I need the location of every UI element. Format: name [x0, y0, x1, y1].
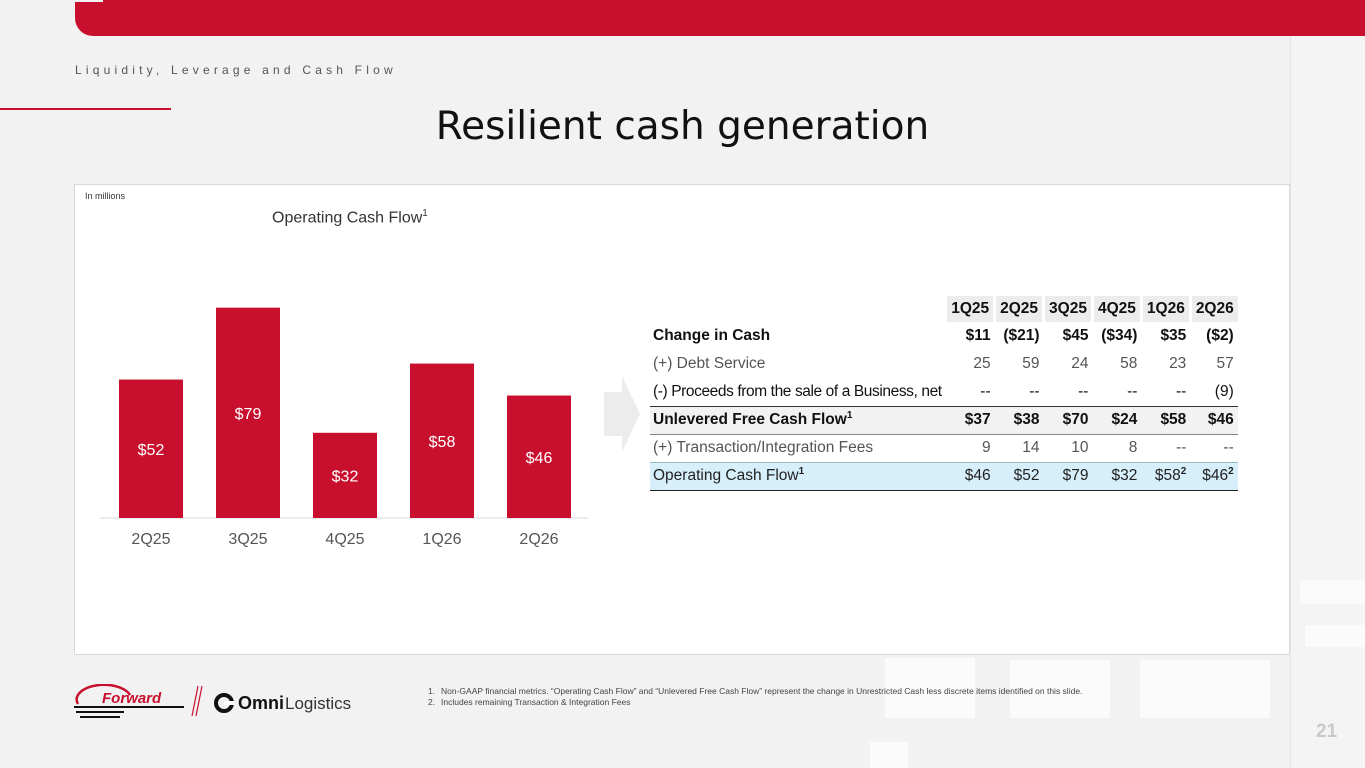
table-cell: $38 — [994, 405, 1044, 435]
bar-4Q25 — [313, 432, 377, 518]
data-label-2Q26: $46 — [526, 450, 553, 467]
decor-block — [870, 742, 908, 768]
chart-title: Operating Cash Flow1 — [272, 208, 428, 227]
cash-flow-table: 1Q25 2Q25 3Q25 4Q25 1Q26 2Q26 Change in Cash $1… — [650, 296, 1238, 491]
omni-logistics-logo: Omni Logistics — [190, 684, 360, 725]
x-tick-4Q25: 4Q25 — [325, 531, 364, 548]
table-cell: ($34) — [1101, 327, 1138, 344]
table-cell: $79 — [1043, 461, 1093, 491]
slide-title: Resilient cash generation — [435, 104, 930, 149]
table-cell: 59 — [1022, 355, 1040, 372]
x-tick-3Q25: 3Q25 — [228, 531, 267, 548]
table-cell: $46 — [945, 461, 995, 491]
table-row: (+) Debt Service 25 59 24 58 23 57 — [650, 350, 1238, 378]
column-header-2Q25: 2Q25 — [993, 296, 1044, 322]
table-header-blank — [650, 296, 946, 322]
table-cell: $37 — [945, 405, 995, 435]
x-tick-2Q26: 2Q26 — [519, 531, 558, 548]
row-label: (-) Proceeds from the sale of a Business… — [653, 382, 942, 400]
table-cell: -- — [1175, 439, 1187, 456]
table-cell: 23 — [1169, 355, 1187, 372]
table-cell: 57 — [1216, 355, 1234, 372]
bar-2Q25 — [119, 379, 183, 518]
table-cell: $45 — [1062, 327, 1089, 344]
table-cell: $46 — [1190, 405, 1238, 435]
table-cell: $32 — [1092, 461, 1142, 491]
column-header-2Q26: 2Q26 — [1188, 296, 1238, 322]
table-cell: 58 — [1120, 355, 1138, 372]
bar-3Q25 — [216, 307, 280, 518]
right-arrow-icon — [604, 376, 640, 452]
column-header-4Q25: 4Q25 — [1090, 296, 1142, 322]
table-cell: -- — [1078, 382, 1089, 400]
page-number: 21 — [1316, 721, 1338, 742]
table-row: (+) Transaction/Integration Fees 9 14 10 8 --… — [650, 434, 1238, 462]
table-cell: -- — [980, 382, 991, 400]
decor-block — [1305, 625, 1365, 647]
table-row: Change in Cash $11 ($21) $45 ($34) $35 ($2) — [650, 322, 1238, 350]
data-label-2Q25: $52 — [138, 442, 165, 459]
table-cell: $582 — [1141, 461, 1191, 491]
decor-block — [885, 658, 975, 718]
operating-cash-flow-chart: $52 2Q25 $79 3Q25 $32 4Q25 $58 1Q26 $46 2Q26 — [100, 307, 588, 548]
column-header-1Q26: 1Q26 — [1139, 296, 1191, 322]
data-label-3Q25: $79 — [235, 406, 262, 423]
footnotes: 1. Non-GAAP financial metrics. “Operating… — [428, 686, 1178, 708]
row-label: Operating Cash Flow1 — [650, 461, 946, 491]
table-cell: -- — [1127, 382, 1138, 400]
table-cell: -- — [1029, 382, 1040, 400]
section-rule — [0, 108, 171, 110]
decor-block — [1010, 660, 1110, 718]
row-label: (+) Debt Service — [653, 355, 766, 372]
bar-2Q26 — [507, 395, 571, 518]
svg-text:Logistics: Logistics — [285, 694, 351, 713]
forward-logo: Forward — [74, 683, 194, 729]
table-cell: $35 — [1160, 327, 1187, 344]
table-cell: $462 — [1190, 461, 1238, 491]
table-cell: 14 — [1022, 439, 1040, 456]
table-cell: -- — [1175, 382, 1187, 400]
svg-text:Forward: Forward — [102, 690, 162, 707]
table-cell: 25 — [973, 355, 991, 372]
table-cell: (9) — [1214, 382, 1234, 400]
table-cell: $24 — [1092, 405, 1142, 435]
table-cell: -- — [1223, 439, 1234, 456]
table-cell: ($21) — [1003, 327, 1040, 344]
svg-text:Omni: Omni — [238, 693, 284, 713]
table-cell: 10 — [1071, 439, 1089, 456]
table-cell: $52 — [994, 461, 1044, 491]
x-tick-1Q26: 1Q26 — [422, 531, 461, 548]
row-label: Unlevered Free Cash Flow1 — [650, 405, 946, 435]
top-accent-bar — [75, 0, 1365, 36]
column-header-1Q25: 1Q25 — [944, 296, 995, 322]
table-cell: 8 — [1128, 439, 1138, 456]
row-label: (+) Transaction/Integration Fees — [653, 439, 874, 456]
table-row: Unlevered Free Cash Flow1 $37 $38 $70 $24 $58… — [650, 405, 1238, 435]
table-cell: $70 — [1043, 405, 1093, 435]
table-cell: 9 — [982, 439, 991, 456]
decor-block — [1140, 660, 1270, 718]
footnote-item: 1. Non-GAAP financial metrics. “Operating… — [428, 686, 1083, 696]
row-label: Change in Cash — [653, 327, 771, 344]
decor-block — [1300, 580, 1365, 604]
data-label-1Q26: $58 — [429, 434, 456, 451]
footnote-item: 2. Includes remaining Transaction & Integ… — [428, 697, 631, 707]
table-cell: ($2) — [1206, 327, 1234, 344]
table-header-row: 1Q25 2Q25 3Q25 4Q25 1Q26 2Q26 — [650, 296, 1238, 322]
bar-1Q26 — [410, 363, 474, 518]
table-row: Operating Cash Flow1 $46 $52 $79 $32 $582 $462 — [650, 461, 1238, 491]
units-label: In millions — [85, 191, 126, 201]
data-label-4Q25: $32 — [332, 468, 359, 485]
table-cell: $58 — [1141, 405, 1191, 435]
table-row: (-) Proceeds from the sale of a Business… — [650, 378, 1238, 406]
section-label: Liquidity, Leverage and Cash Flow — [75, 63, 397, 77]
table-cell: $11 — [965, 327, 991, 344]
column-header-3Q25: 3Q25 — [1042, 296, 1093, 322]
x-tick-2Q25: 2Q25 — [131, 531, 170, 548]
table-cell: 24 — [1071, 355, 1089, 372]
